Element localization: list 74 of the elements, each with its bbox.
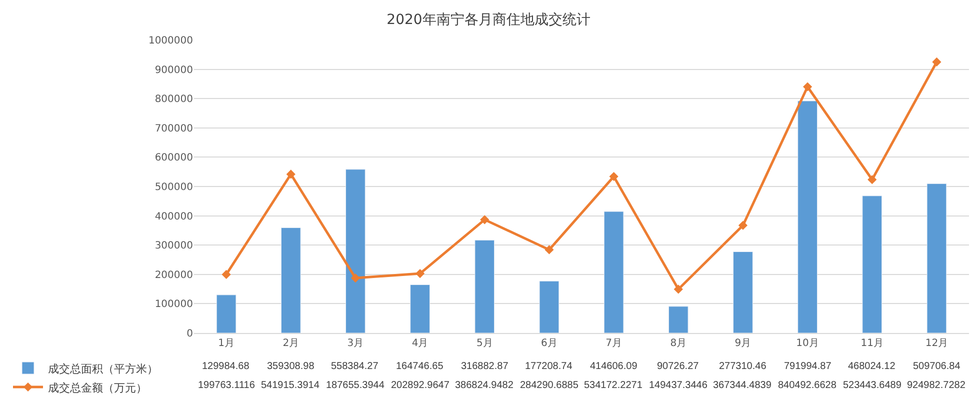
data-label: 468024.12 [848, 361, 896, 372]
bar [216, 294, 236, 333]
y-tick-label: 500000 [154, 182, 193, 193]
data-label: 558384.27 [331, 361, 379, 372]
x-tick-label: 5月 [476, 338, 493, 349]
x-tick-label: 3月 [347, 338, 364, 349]
y-tick-label: 700000 [154, 123, 193, 134]
bar [346, 169, 366, 333]
legend-label: 成交总金额（万元） [48, 381, 147, 394]
bar [668, 306, 688, 333]
data-label: 359308.98 [267, 361, 315, 372]
x-tick-label: 11月 [860, 338, 884, 349]
y-tick-label: 200000 [154, 270, 193, 281]
x-tick-label: 6月 [541, 338, 558, 349]
point [802, 82, 812, 92]
data-label: 90726.27 [657, 361, 700, 372]
point [738, 220, 748, 230]
data-label: 284290.6885 [520, 380, 579, 391]
data-label: 129984.68 [202, 361, 250, 372]
point [222, 270, 231, 280]
data-label: 386824.9482 [455, 380, 514, 391]
y-tick-label: 400000 [154, 211, 193, 222]
y-tick-label: 600000 [154, 152, 193, 164]
data-label: 414606.09 [590, 361, 638, 372]
point [415, 269, 425, 278]
point [286, 170, 296, 179]
data-label: 523443.6489 [843, 380, 902, 391]
data-label: 199763.1116 [198, 380, 256, 391]
chart-title: 2020年南宁各月商住地成交统计 [386, 12, 590, 28]
point [609, 172, 618, 182]
point [868, 175, 877, 184]
data-label: 316882.87 [461, 361, 509, 372]
y-tick-label: 300000 [154, 240, 193, 252]
y-tick-label: 0 [186, 328, 193, 340]
point [674, 284, 683, 294]
x-tick-label: 2月 [282, 338, 300, 349]
data-label: 164746.65 [396, 361, 444, 372]
bar [410, 284, 430, 333]
bar [862, 196, 882, 333]
y-tick-label: 100000 [154, 299, 193, 310]
point [544, 245, 554, 254]
legend-label: 成交总面积（平方米） [48, 362, 158, 376]
x-tick-label: 12月 [925, 338, 948, 349]
data-label: 509706.84 [913, 361, 961, 372]
data-label: 202892.9647 [391, 380, 450, 391]
data-label: 367344.4839 [713, 380, 772, 391]
x-tick-label: 10月 [796, 338, 819, 349]
point [480, 215, 490, 224]
data-label: 277310.46 [719, 361, 767, 372]
y-tick-label: 800000 [154, 94, 193, 106]
data-label: 541915.3914 [261, 380, 320, 391]
data-label: 149437.3446 [649, 380, 708, 391]
bar [474, 240, 495, 333]
bar [604, 211, 624, 333]
bar [733, 252, 753, 333]
x-tick-label: 8月 [670, 338, 687, 349]
bar [798, 100, 818, 333]
bar [926, 183, 947, 333]
bar [539, 280, 560, 333]
data-label: 177208.74 [525, 361, 573, 372]
x-tick-label: 4月 [412, 338, 428, 349]
data-label: 187655.3944 [326, 380, 385, 391]
y-tick-label: 1000000 [148, 36, 193, 46]
point [932, 57, 942, 67]
data-label: 534172.2271 [584, 380, 643, 391]
x-tick-label: 1月 [218, 338, 234, 349]
data-label: 791994.87 [784, 361, 832, 372]
x-tick-label: 9月 [734, 338, 752, 349]
data-label: 924982.7282 [907, 380, 966, 391]
data-label: 840492.6628 [778, 380, 837, 391]
bar [280, 227, 301, 333]
x-tick-label: 7月 [606, 338, 622, 349]
point [350, 273, 360, 283]
y-tick-label: 900000 [154, 64, 193, 76]
